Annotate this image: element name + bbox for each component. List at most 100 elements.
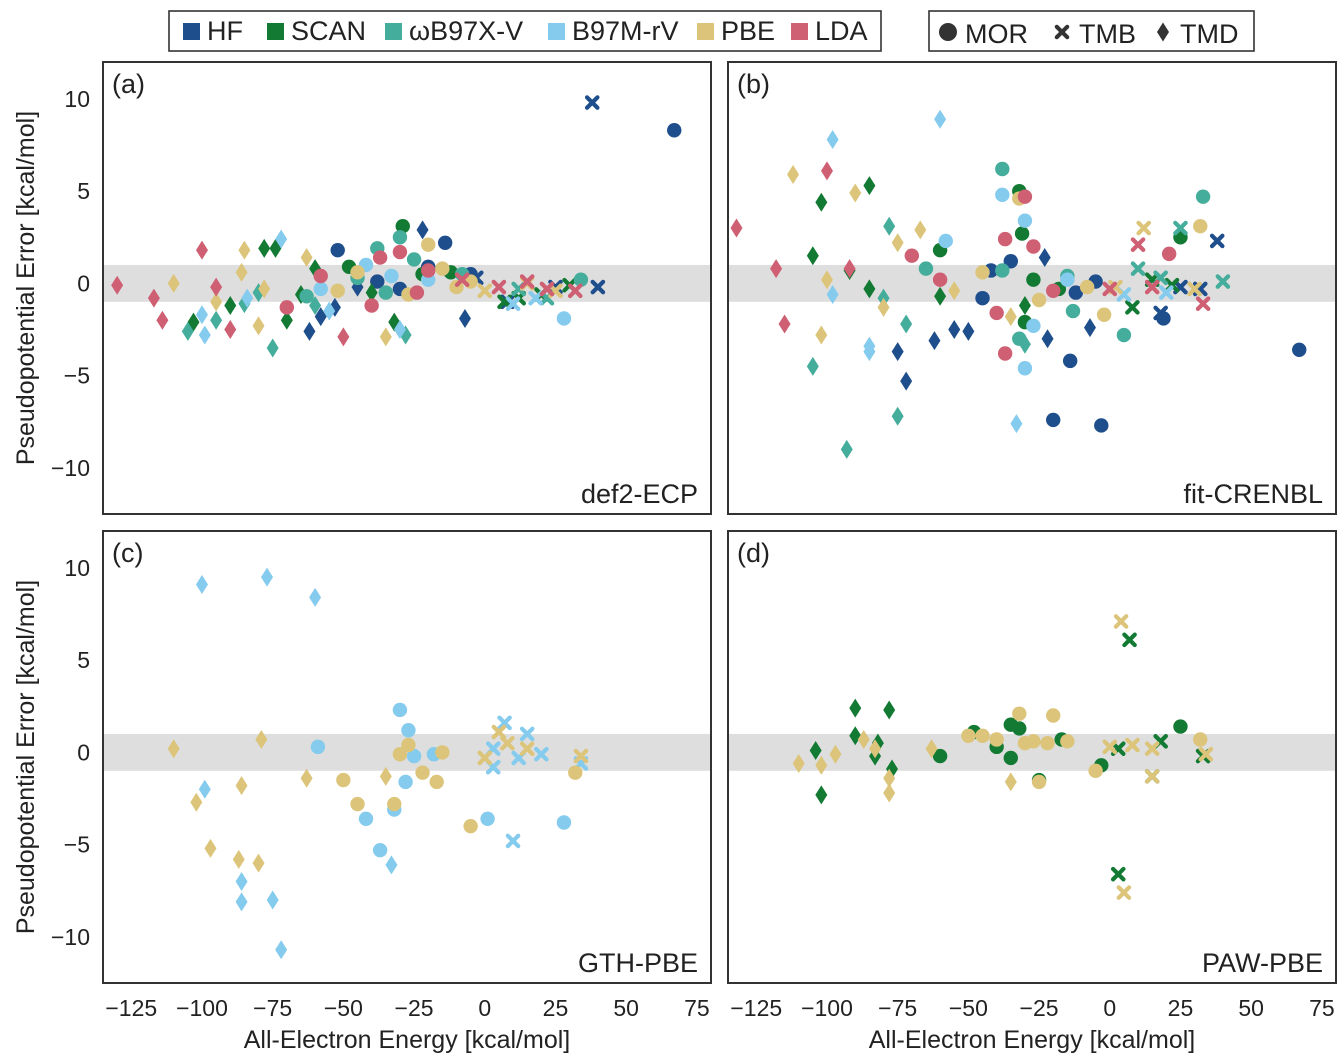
point-lda-mor bbox=[904, 248, 920, 263]
point-lda-mor bbox=[932, 272, 948, 287]
point-b97m-rv-tmb bbox=[528, 290, 543, 306]
point-lda-mor bbox=[997, 231, 1013, 247]
point-pbe-tmd bbox=[300, 248, 313, 268]
point-wb97x-v-tmd bbox=[891, 406, 904, 426]
point-b97m-rv-tmd bbox=[261, 567, 274, 587]
point-wb97x-v-mor bbox=[1065, 303, 1081, 319]
point-b97m-rv-mor bbox=[384, 268, 399, 284]
point-scan-tmd bbox=[806, 246, 819, 266]
x-tick-label: 75 bbox=[1309, 995, 1335, 1021]
point-pbe-tmb bbox=[477, 750, 493, 766]
point-pbe-mor bbox=[401, 737, 416, 753]
point-pbe-tmb bbox=[1102, 739, 1118, 755]
point-pbe-tmb bbox=[477, 283, 493, 299]
point-lda-tmd bbox=[195, 240, 208, 260]
point-b97m-rv-tmd bbox=[275, 229, 288, 249]
point-b97m-rv-tmd bbox=[826, 129, 839, 149]
point-pbe-tmd bbox=[820, 270, 833, 290]
point-lda-tmd bbox=[843, 259, 856, 279]
point-pbe-tmd bbox=[815, 325, 828, 345]
point-lda-tmd bbox=[156, 310, 169, 330]
point-scan-mor bbox=[1012, 721, 1027, 736]
point-lda-tmb bbox=[539, 281, 555, 297]
point-wb97x-v-tmb bbox=[1173, 220, 1188, 236]
point-b97m-rv-tmb bbox=[1159, 285, 1174, 300]
x-tick-label: −25 bbox=[1020, 995, 1059, 1021]
point-pbe-mor bbox=[1017, 735, 1033, 751]
point-pbe-tmd bbox=[204, 838, 217, 858]
point-b97m-rv-tmd bbox=[235, 892, 248, 912]
point-lda-mor bbox=[421, 263, 436, 278]
point-wb97x-v-mor bbox=[1195, 189, 1211, 204]
point-pbe-tmd bbox=[252, 853, 265, 873]
point-hf-mor bbox=[975, 290, 990, 306]
legend-functionals: HF SCAN ωB97X-V B97M-rV PBE LDA bbox=[168, 10, 882, 52]
point-scan-tmd bbox=[224, 296, 237, 316]
point-wb97x-v-tmb bbox=[1215, 274, 1231, 289]
point-scan-tmd bbox=[934, 286, 947, 306]
point-scan-tmb bbox=[1110, 866, 1126, 882]
point-b97m-rv-mor bbox=[358, 811, 374, 827]
legend-swatch-lda bbox=[791, 23, 808, 40]
point-scan-tmd bbox=[815, 785, 828, 805]
y-tick-label: 0 bbox=[77, 270, 90, 296]
pseudopotential-label: def2-ECP bbox=[581, 479, 698, 509]
point-hf-tmb bbox=[584, 95, 600, 110]
point-b97m-rv-tmd bbox=[934, 109, 947, 129]
point-pbe-mor bbox=[1096, 307, 1112, 322]
point-hf-tmd bbox=[458, 308, 471, 328]
legend-label-mor: MOR bbox=[965, 19, 1028, 49]
point-pbe-tmd bbox=[238, 240, 251, 260]
point-pbe-tmd bbox=[379, 327, 392, 347]
x-tick-label: 50 bbox=[1238, 995, 1264, 1021]
panel-letter: (b) bbox=[737, 69, 770, 99]
point-pbe-tmd bbox=[829, 744, 842, 764]
point-wb97x-v-tmd bbox=[210, 310, 223, 330]
point-lda-tmb bbox=[454, 272, 470, 287]
panel-def2-ecp: (a) def2-ECP 10 5 0 −5 −10 Pseudopotential Erro… bbox=[12, 61, 712, 515]
pseudopotential-label: fit-CRENBL bbox=[1183, 479, 1323, 509]
point-pbe-mor bbox=[387, 796, 402, 812]
point-scan-mor bbox=[1014, 226, 1030, 241]
point-pbe-tmd bbox=[925, 739, 938, 759]
point-hf-tmd bbox=[1041, 329, 1054, 349]
data-points bbox=[730, 109, 1307, 459]
x-tick-label: −75 bbox=[253, 995, 292, 1021]
point-pbe-mor bbox=[336, 772, 351, 788]
point-lda-mor bbox=[409, 285, 425, 300]
point-wb97x-v-tmd bbox=[883, 216, 896, 236]
legend-marker-mor bbox=[939, 23, 957, 41]
point-b97m-rv-mor bbox=[392, 702, 408, 718]
point-lda-mor bbox=[997, 346, 1013, 361]
point-b97m-rv-tmd bbox=[198, 779, 211, 799]
point-b97m-rv-tmd bbox=[826, 284, 839, 304]
point-pbe-tmd bbox=[891, 233, 904, 253]
point-pbe-mor bbox=[1079, 279, 1095, 295]
point-hf-mor bbox=[370, 274, 385, 289]
point-b97m-rv-mor bbox=[556, 311, 572, 326]
point-hf-mor bbox=[1046, 412, 1061, 428]
point-lda-tmb bbox=[567, 283, 583, 299]
point-scan-tmd bbox=[280, 310, 293, 330]
point-pbe-mor bbox=[568, 765, 583, 780]
x-tick-label: −125 bbox=[730, 995, 782, 1021]
point-pbe-mor bbox=[1031, 292, 1047, 308]
point-lda-tmd bbox=[210, 277, 223, 297]
pseudopotential-label: PAW-PBE bbox=[1202, 948, 1323, 978]
point-b97m-rv-tmb bbox=[534, 746, 549, 762]
point-pbe-mor bbox=[415, 765, 430, 780]
point-b97m-rv-mor bbox=[1017, 213, 1033, 228]
point-hf-tmd bbox=[900, 371, 913, 391]
point-lda-tmd bbox=[111, 275, 124, 295]
point-hf-mor bbox=[1156, 311, 1171, 326]
point-scan-mor bbox=[1173, 719, 1188, 734]
point-hf-tmd bbox=[1083, 318, 1096, 338]
x-tick-label: 0 bbox=[478, 995, 491, 1021]
point-scan-mor bbox=[395, 218, 410, 234]
point-wb97x-v-mor bbox=[995, 161, 1010, 177]
point-pbe-tmd bbox=[255, 729, 268, 749]
point-hf-mor bbox=[330, 242, 345, 258]
point-lda-tmb bbox=[491, 279, 507, 295]
point-pbe-tmd bbox=[815, 755, 828, 775]
